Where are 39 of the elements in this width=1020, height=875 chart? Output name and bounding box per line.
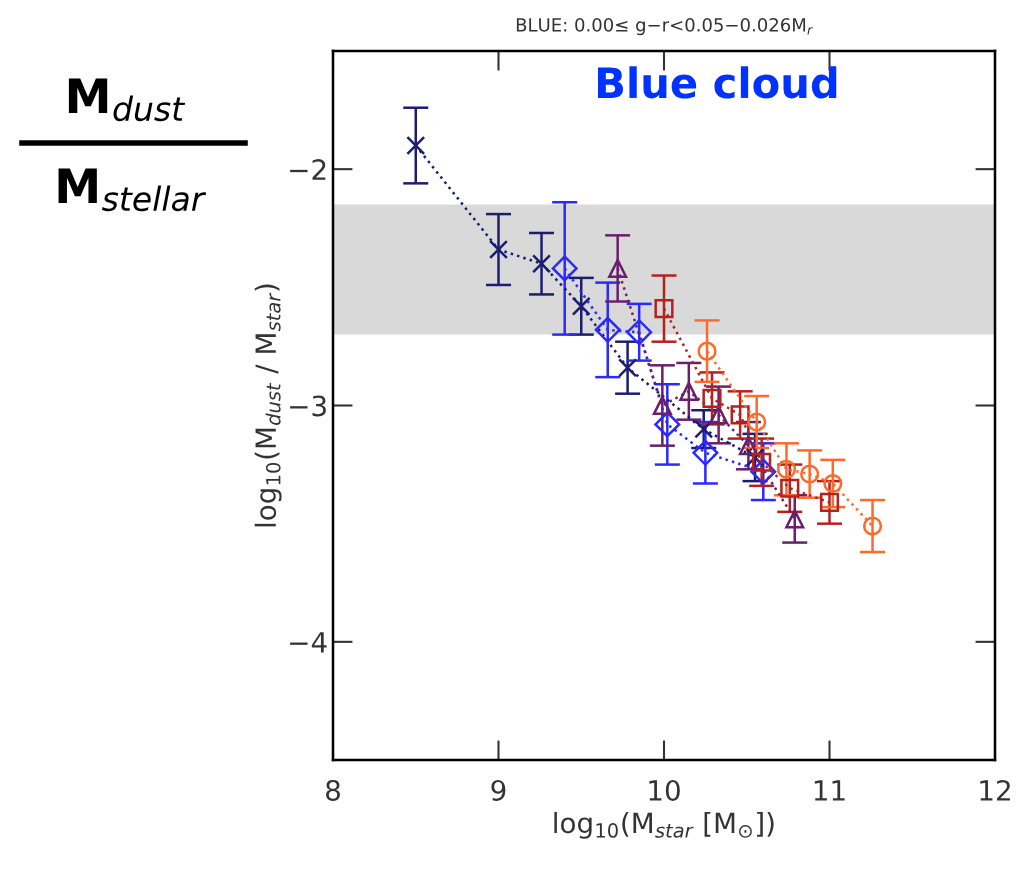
point (702, 388, 722, 408)
point (654, 299, 674, 319)
y-axis-title: log$_{10}$(M$_{dust}$ / M$_{star}$) (254, 284, 282, 527)
x-tick-label: 9 (491, 779, 506, 801)
point (780, 478, 800, 498)
point (594, 316, 621, 343)
x-tick-label: 11 (814, 780, 845, 801)
text: M$_{stellar}$ (58, 168, 207, 212)
chart-title: BLUE: 0.00≤ g−r<0.05−0.026M$_{r}$ (516, 18, 813, 36)
y-tick-label: −3 (290, 395, 326, 417)
text: M$_{dust}$ (68, 78, 186, 122)
point (608, 258, 628, 279)
point (618, 358, 638, 378)
point (551, 255, 578, 282)
point (692, 439, 719, 466)
point (406, 135, 426, 156)
x-tick-label: 8 (326, 779, 340, 801)
point (679, 381, 699, 401)
point (571, 296, 591, 316)
point (862, 516, 883, 536)
point (819, 492, 840, 512)
x-axis-title: log$_{10}$(M$_{star}$ [M$_{⊙}$]) (554, 811, 774, 839)
point (785, 509, 805, 529)
point (488, 239, 509, 260)
point (531, 254, 552, 274)
point (747, 412, 767, 432)
point (709, 405, 729, 425)
y-tick-label: −2 (290, 159, 326, 180)
x-tick-label: 12 (980, 779, 1010, 801)
x-tick-label: 10 (649, 779, 680, 801)
point (823, 473, 843, 494)
point (654, 411, 681, 438)
annotation: Blue cloud (598, 66, 837, 99)
point (776, 459, 797, 479)
point (800, 464, 820, 484)
point (626, 319, 653, 346)
point (697, 341, 717, 361)
y-tick-label: −4 (290, 632, 327, 653)
point (652, 395, 672, 416)
